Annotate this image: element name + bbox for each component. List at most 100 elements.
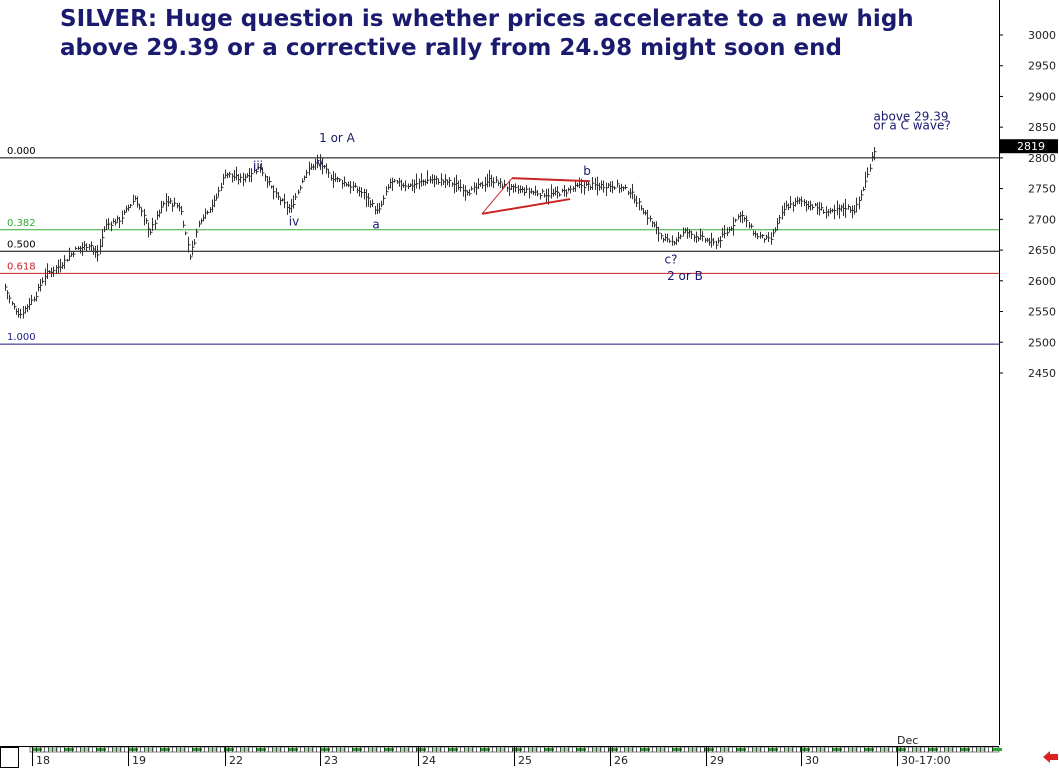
chart-title: SILVER: Huge question is whether prices … (60, 5, 995, 63)
time-band-seg-58 (960, 748, 970, 751)
time-band-seg-7 (144, 748, 154, 751)
time-band-seg-27 (464, 748, 474, 751)
time-band-seg-1 (48, 748, 58, 751)
y-tick-label-7: 2650 (1028, 244, 1056, 257)
time-band-seg-5 (112, 748, 122, 751)
time-band-seg-2 (64, 748, 74, 751)
time-band-seg-23 (400, 748, 410, 751)
time-band-seg-41 (688, 748, 698, 751)
time-band-seg-9 (176, 748, 186, 751)
time-band-seg-50 (832, 748, 842, 751)
time-band-seg-18 (320, 748, 330, 751)
time-band-seg-46 (768, 748, 778, 751)
price-bars (5, 146, 877, 319)
time-band-seg-0 (32, 748, 42, 751)
y-tick-label-0: 3000 (1028, 29, 1056, 42)
time-band-seg-6 (128, 748, 138, 751)
x-label-1: 19 (132, 754, 146, 767)
annotation-0: iii (253, 159, 263, 173)
time-band-seg-26 (448, 748, 458, 751)
time-band-seg-47 (784, 748, 794, 751)
time-band-seg-54 (896, 748, 906, 751)
x-label-7: 29 (710, 754, 724, 767)
y-tick-label-2: 2900 (1028, 90, 1056, 103)
month-label: Dec (897, 734, 918, 747)
annotation-2: 1 or A (319, 131, 356, 145)
y-tick-label-11: 2450 (1028, 367, 1056, 380)
time-band-seg-13 (240, 748, 250, 751)
last-price-label: 2819 (1017, 140, 1045, 153)
x-label-6: 26 (614, 754, 628, 767)
annotation-7: 2 or B (667, 269, 703, 283)
fibonacci-levels: 0.000 0.382 0.500 0.618 1.000 (0, 146, 999, 345)
chart-title-line-1: SILVER: Huge question is whether prices … (60, 6, 914, 32)
time-band-seg-12 (224, 748, 234, 751)
time-band-seg-38 (640, 748, 650, 751)
time-band-seg-21 (368, 748, 378, 751)
time-band-seg-44 (736, 748, 746, 751)
annotation-5: b (583, 164, 591, 178)
annotation-8: above 29.39 (874, 109, 949, 123)
time-axis: 18 19 22 23 24 25 26 29 30 30-17:00 Dec (0, 734, 1002, 768)
time-band-seg-16 (288, 748, 298, 751)
time-band-seg-17 (304, 748, 314, 751)
x-label-9: 30-17:00 (901, 754, 951, 767)
time-band-seg-20 (352, 748, 362, 751)
y-tick-label-3: 2850 (1028, 121, 1056, 134)
time-band-seg-53 (880, 748, 890, 751)
chart-title-line-2: above 29.39 or a corrective rally from 2… (60, 35, 842, 61)
y-tick-label-9: 2550 (1028, 306, 1056, 319)
time-band-seg-19 (336, 748, 346, 751)
scroll-arrow[interactable] (1043, 751, 1058, 763)
x-label-4: 24 (422, 754, 436, 767)
x-label-3: 23 (324, 754, 338, 767)
time-band-seg-3 (80, 748, 90, 751)
triangle-lower-line (481, 198, 571, 215)
time-band-seg-43 (720, 748, 730, 751)
price-axis: 3000 2950 2900 2850 2800 2750 2700 2650 2600 2550… (999, 0, 1058, 745)
x-label-2: 22 (229, 754, 243, 767)
y-tick-label-4: 2800 (1028, 152, 1056, 165)
time-band-seg-52 (864, 748, 874, 751)
time-band-seg-35 (592, 748, 602, 751)
time-band-seg-42 (704, 748, 714, 751)
last-price-box (1000, 139, 1058, 154)
y-tick-label-5: 2750 (1028, 183, 1056, 196)
time-band-seg-33 (560, 748, 570, 751)
time-band-seg-31 (528, 748, 538, 751)
y-tick-label-8: 2600 (1028, 275, 1056, 288)
time-band-seg-22 (384, 748, 394, 751)
time-band-seg-32 (544, 748, 554, 751)
time-band-seg-29 (496, 748, 506, 751)
annotation-3: iv (289, 214, 299, 228)
time-band-seg-14 (256, 748, 266, 751)
time-band-seg-11 (208, 748, 218, 751)
time-band-seg-37 (624, 748, 634, 751)
triangle-left-edge (481, 177, 513, 215)
time-band-seg-36 (608, 748, 618, 751)
time-band-seg-28 (480, 748, 490, 751)
fib-label-4: 1.000 (7, 332, 36, 343)
time-band-seg-39 (656, 748, 666, 751)
time-band-seg-40 (672, 748, 682, 751)
y-tick-label-6: 2700 (1028, 213, 1056, 226)
x-label-0: 18 (36, 754, 50, 767)
time-band-seg-34 (576, 748, 586, 751)
time-band-seg-48 (800, 748, 810, 751)
time-band-seg-51 (848, 748, 858, 751)
time-band-seg-15 (272, 748, 282, 751)
time-band-seg-49 (816, 748, 826, 751)
fib-label-3: 0.618 (7, 261, 36, 272)
time-band-seg-30 (512, 748, 522, 751)
time-band-seg-10 (192, 748, 202, 751)
time-band-seg-56 (928, 748, 938, 751)
time-band-seg-25 (432, 748, 442, 751)
y-tick-label-1: 2950 (1028, 60, 1056, 73)
annotation-4: a (372, 218, 379, 232)
corner-box (0, 747, 19, 768)
scroll-left-arrow-icon[interactable] (1043, 751, 1058, 763)
x-label-5: 25 (518, 754, 532, 767)
triangle-pattern (481, 177, 591, 215)
